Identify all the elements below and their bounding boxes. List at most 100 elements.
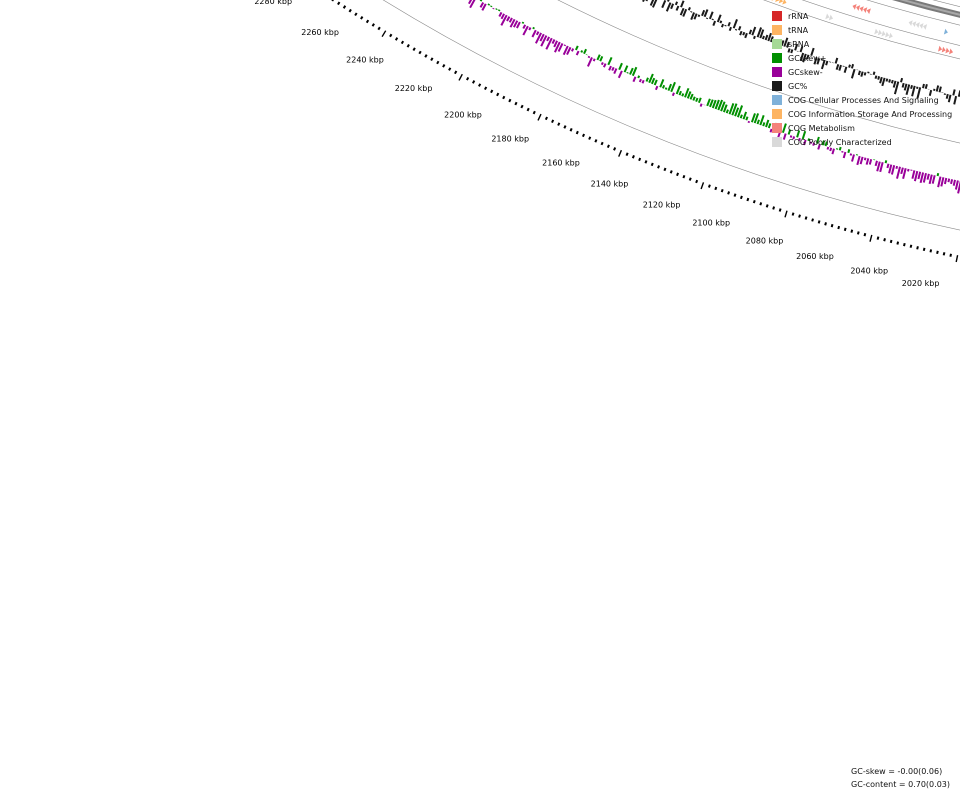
tick-label: 2280 kbp [254, 0, 292, 6]
tick-mark [496, 92, 500, 97]
tick-mark [676, 172, 680, 177]
tick-mark [389, 33, 393, 38]
gene-arrow [888, 32, 893, 39]
gc-bar [675, 5, 680, 11]
gene-arrow [771, 0, 774, 1]
gc-bar [893, 81, 900, 95]
gc-bar [910, 84, 913, 89]
gc-skew-track [468, 0, 960, 194]
skew-bar [557, 42, 564, 52]
gc-bar [697, 14, 701, 18]
skew-bar [516, 21, 521, 29]
skew-bar [583, 48, 588, 55]
tick-label: 2040 kbp [850, 267, 888, 276]
skew-bar [506, 16, 511, 22]
legend-item: GC% [772, 79, 952, 93]
tick-mark [406, 44, 410, 48]
tick-mark [484, 86, 488, 91]
skew-bar [509, 18, 516, 28]
tick-mark [381, 30, 387, 38]
legend-swatch [772, 53, 782, 63]
gene-arrow [866, 8, 871, 15]
tick-mark [618, 149, 623, 157]
gc-bar [850, 63, 855, 69]
skew-bar [607, 56, 613, 66]
tick-mark [903, 242, 906, 247]
skew-bar [532, 26, 535, 30]
tick-mark [863, 232, 867, 237]
tick-mark [581, 133, 586, 138]
skew-bar [469, 0, 476, 9]
skew-bar [553, 40, 559, 48]
tick-mark [514, 101, 518, 106]
skew-bar [500, 13, 505, 20]
skew-bar [789, 135, 793, 138]
gene-arrow [852, 4, 857, 10]
tick-mark [843, 227, 847, 232]
skew-bar [865, 158, 870, 165]
skew-bar [697, 97, 702, 104]
legend-swatch [772, 67, 782, 77]
tick-mark [613, 147, 617, 151]
legend-swatch [772, 11, 782, 21]
skew-bar [859, 156, 864, 165]
skew-bar [695, 97, 699, 102]
legend-label: GC% [788, 81, 808, 91]
guide-ring [557, 0, 960, 144]
tick-mark [412, 47, 416, 51]
tick-mark [663, 167, 667, 172]
skew-bar [890, 165, 896, 175]
gc-bar [820, 59, 826, 70]
skew-bar [728, 103, 735, 115]
skew-bar [699, 103, 703, 107]
gc-bar [810, 47, 815, 57]
gc-bar [901, 82, 905, 88]
gc-bar [834, 57, 839, 64]
skew-bar [692, 96, 696, 101]
legend-item: COG Cellular Processes And Signaling [772, 93, 952, 107]
gc-bar [935, 85, 940, 92]
gc-bar [645, 0, 648, 2]
tick-mark [454, 70, 458, 75]
gc-bar [838, 64, 842, 71]
outer-tick-ring [331, 0, 959, 263]
skew-bar [684, 87, 690, 98]
skew-bar [753, 113, 760, 124]
skew-bar [896, 166, 901, 179]
gene-arrow [915, 22, 920, 28]
skew-bar [884, 160, 888, 164]
tick-label: 2020 kbp [902, 279, 940, 288]
skew-bar [926, 173, 930, 180]
skew-bar [812, 142, 816, 146]
gc-bar [670, 3, 675, 10]
skew-bar [613, 68, 618, 74]
tick-mark [876, 236, 880, 240]
skew-bar [678, 90, 682, 96]
tick-mark [746, 197, 750, 202]
gc-bar [642, 0, 645, 3]
skew-bar [714, 99, 720, 110]
legend-item: rRNA [772, 9, 952, 23]
tick-mark [575, 130, 579, 135]
gene-arrow [782, 0, 787, 5]
gene-arrow [778, 0, 783, 4]
tick-mark [544, 116, 549, 121]
legend-label: GCskew+ [788, 53, 827, 63]
tick-mark [537, 113, 542, 121]
skew-bar [661, 84, 666, 89]
tick-mark [714, 186, 718, 191]
skew-bar [617, 70, 623, 79]
skew-bar [954, 180, 959, 190]
skew-bar [689, 93, 694, 100]
tick-mark [508, 98, 512, 103]
tick-mark [720, 188, 724, 193]
skew-bar [736, 105, 744, 118]
gc-bar [748, 29, 753, 35]
tick-mark [784, 210, 788, 218]
gene-arrow [912, 21, 917, 28]
tick-mark [466, 76, 470, 81]
tick-mark [342, 5, 347, 9]
skew-bar [611, 66, 615, 72]
gc-bar [679, 7, 685, 16]
